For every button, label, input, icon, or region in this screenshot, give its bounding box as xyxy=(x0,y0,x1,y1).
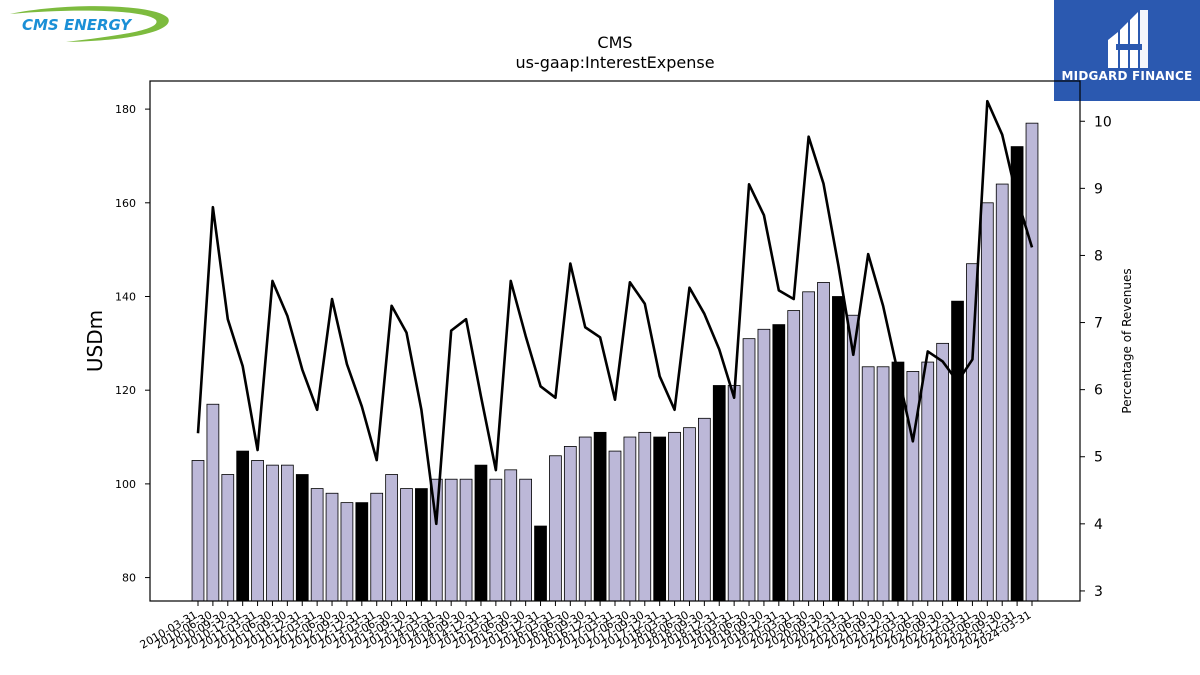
y2-tick-label-9: 9 xyxy=(1094,181,1103,197)
bar-2014-12-31 xyxy=(474,464,488,602)
cms-energy-logo: CMS ENERGY xyxy=(10,6,169,42)
bar-2017-09-30 xyxy=(638,431,652,602)
y-tick-label-80: 80 xyxy=(122,572,136,585)
y2-tick-label-3: 3 xyxy=(1094,584,1103,600)
y-tick-label-140: 140 xyxy=(115,290,136,303)
bar-2021-06-30 xyxy=(861,366,875,602)
bar-2022-03-31 xyxy=(906,371,920,602)
y-axis-label: USDm xyxy=(83,310,107,372)
bar-2017-06-30 xyxy=(623,436,637,602)
bar-2018-06-30 xyxy=(683,427,696,602)
bar-2018-12-31 xyxy=(712,385,726,602)
bar-2012-12-31 xyxy=(355,502,369,602)
bar-2014-09-30 xyxy=(459,478,473,602)
midgard-finance-logo: MIDGARD FINANCE xyxy=(1054,0,1200,101)
bar-2022-06-30 xyxy=(921,361,935,602)
bar-2011-12-31 xyxy=(295,474,309,602)
bar-2010-03-31 xyxy=(191,460,205,602)
y-tick-label-100: 100 xyxy=(115,478,136,491)
bar-2021-03-31 xyxy=(846,314,860,602)
logo-text: CMS ENERGY xyxy=(22,16,133,34)
bar-2015-03-31 xyxy=(489,478,503,602)
percentage-of-revenues-line xyxy=(196,99,1034,526)
bar-2014-06-30 xyxy=(444,478,458,602)
y-tick-label-180: 180 xyxy=(115,103,136,116)
midgard-mark-icon xyxy=(1108,10,1148,68)
y2-tick-label-5: 5 xyxy=(1094,450,1103,466)
chart-subtitle: us-gaap:InterestExpense xyxy=(515,53,714,72)
bar-2010-06-30 xyxy=(206,403,220,602)
bar-2015-09-30 xyxy=(519,478,533,602)
bar-2010-12-31 xyxy=(236,450,250,602)
bar-2018-09-30 xyxy=(698,417,711,602)
chart-title: CMS xyxy=(597,33,632,52)
bar-2020-09-30 xyxy=(817,282,830,602)
bar-2023-03-31 xyxy=(966,263,979,602)
bar-2016-03-31 xyxy=(549,455,562,602)
midgard-finance-text: MIDGARD FINANCE xyxy=(1061,69,1193,83)
bar-2012-09-30 xyxy=(340,502,354,602)
bar-2024-03-31 xyxy=(1025,122,1039,602)
y-tick-label-120: 120 xyxy=(115,384,136,397)
bar-2013-12-31 xyxy=(415,488,428,602)
bar-2016-12-31 xyxy=(593,431,607,602)
bar-2013-09-30 xyxy=(400,488,413,602)
bar-2020-03-31 xyxy=(787,310,801,602)
y2-axis-label: Percentage of Revenues xyxy=(1120,268,1134,413)
bar-2019-12-31 xyxy=(772,324,786,602)
bar-2012-06-30 xyxy=(325,492,339,602)
bar-2015-06-30 xyxy=(504,469,518,602)
y2-tick-label-7: 7 xyxy=(1094,316,1103,332)
bar-2018-03-31 xyxy=(668,431,681,602)
bar-2023-06-30 xyxy=(980,202,994,602)
bar-2020-06-30 xyxy=(802,291,815,602)
bar-2017-03-31 xyxy=(608,450,622,602)
bar-2021-09-30 xyxy=(876,366,890,602)
y2-tick-label-4: 4 xyxy=(1094,517,1103,533)
bar-2016-09-30 xyxy=(578,436,592,602)
bar-2011-06-30 xyxy=(266,464,279,602)
bar-2015-12-31 xyxy=(534,525,547,602)
y2-tick-label-6: 6 xyxy=(1094,383,1103,399)
bar-2019-06-30 xyxy=(742,338,756,602)
bar-2010-09-30 xyxy=(221,474,235,602)
y-tick-label-160: 160 xyxy=(115,197,136,210)
bar-2016-06-30 xyxy=(563,446,577,602)
bar-2011-03-31 xyxy=(251,460,264,602)
bar-2020-12-31 xyxy=(832,296,845,602)
bar-2013-03-31 xyxy=(370,492,384,602)
bar-2011-09-30 xyxy=(280,464,294,602)
bar-2023-09-30 xyxy=(995,183,1009,602)
bar-2013-06-30 xyxy=(385,474,398,602)
y2-tick-label-10: 10 xyxy=(1094,114,1112,130)
bar-2017-12-31 xyxy=(653,436,667,602)
y2-tick-label-8: 8 xyxy=(1094,248,1103,264)
bar-2019-03-31 xyxy=(727,385,741,602)
bar-2022-12-31 xyxy=(951,300,964,602)
bar-2012-03-31 xyxy=(310,488,324,602)
bar-2019-09-30 xyxy=(757,328,771,602)
bar-2022-09-30 xyxy=(936,342,950,602)
